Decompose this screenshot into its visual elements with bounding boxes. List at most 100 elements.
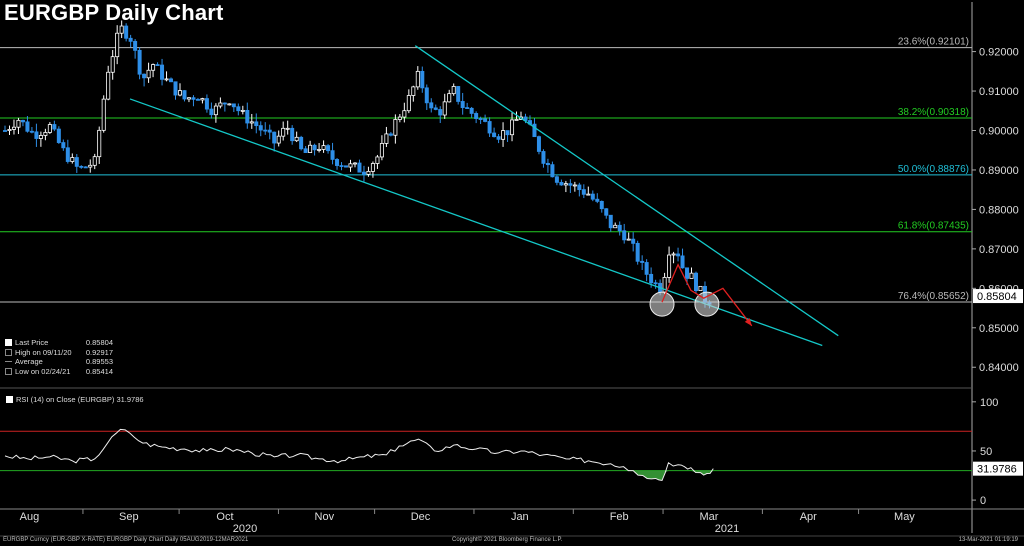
legend-last-price: Last Price 0.85804 — [5, 338, 113, 348]
channel-trendline — [414, 45, 839, 337]
candle-body — [182, 90, 187, 100]
candle-body — [685, 267, 690, 279]
y-tick-label: 0.88000 — [979, 204, 1019, 216]
candle-body — [676, 253, 681, 257]
candle-body — [326, 145, 331, 152]
candle-body — [595, 198, 600, 202]
candle-body — [110, 56, 115, 73]
candle-body — [119, 25, 124, 34]
legend-label: Last Price — [15, 338, 49, 347]
candle-body — [671, 253, 676, 256]
candle-body — [74, 157, 79, 167]
y-tick-label: 0.92000 — [979, 47, 1019, 59]
candle-body — [545, 162, 550, 166]
legend-average: Average 0.89553 — [5, 357, 113, 367]
candle-body — [631, 238, 636, 244]
candle-body — [447, 93, 452, 103]
candle-body — [406, 95, 411, 112]
candle-body — [317, 149, 322, 151]
candle-body — [680, 255, 685, 269]
candle-body — [16, 119, 21, 128]
candle-body — [160, 64, 165, 80]
candle-body — [339, 165, 344, 167]
candle-body — [195, 98, 200, 101]
candle-body — [348, 163, 353, 168]
candle-body — [698, 285, 703, 292]
candle-body — [52, 124, 57, 130]
projection-arrow-path — [661, 263, 753, 327]
fib-level-label: 23.6%(0.92101) — [898, 37, 969, 48]
candle-body — [97, 129, 102, 158]
rsi-header: RSI (14) on Close (EURGBP) 31.9786 — [6, 395, 144, 404]
candle-body — [352, 162, 357, 165]
candle-body — [43, 132, 48, 136]
candle-body — [626, 238, 631, 241]
chart-title: EURGBP Daily Chart — [4, 0, 224, 25]
candle-body — [478, 118, 483, 120]
marked-low-circle — [694, 291, 720, 317]
candle-body — [218, 102, 223, 107]
candle-body — [361, 171, 366, 175]
candle-body — [424, 87, 429, 104]
fib-level-label: 38.2%(0.90318) — [898, 107, 969, 118]
candle-body — [61, 142, 66, 149]
candle-body — [667, 254, 672, 278]
candle-body — [393, 119, 398, 136]
rsi-line — [4, 428, 714, 482]
candle-body — [640, 260, 645, 263]
candle-body — [366, 170, 371, 175]
x-axis: Aug Sep Oct Nov Dec Jan Feb Mar Apr May 2020 2021 — [0, 508, 1024, 537]
candle-body — [236, 106, 241, 112]
candle-body — [689, 272, 694, 279]
candle-body — [137, 49, 142, 75]
candle-body — [34, 131, 39, 139]
marked-low-circle — [649, 291, 675, 317]
fib-level-label: 76.4%(0.85652) — [898, 291, 969, 302]
last-price-label: 0.85804 — [977, 291, 1017, 303]
candle-body — [429, 102, 434, 109]
price-panel: 0.840000.850000.860000.870000.880000.890… — [0, 2, 1023, 533]
candle-body — [438, 109, 443, 116]
y-tick-label: 0.84000 — [979, 362, 1019, 374]
candle-body — [115, 32, 120, 58]
price-legend: Last Price 0.85804 High on 09/11/20 0.92… — [5, 338, 113, 376]
rsi-panel: 0 50 100 31.9786 — [0, 397, 1023, 507]
candle-body — [487, 121, 492, 134]
candle-body — [3, 130, 8, 132]
candle-body — [644, 262, 649, 275]
rsi-y-tick-label: 100 — [980, 397, 998, 409]
candle-body — [191, 97, 196, 100]
candle-body — [649, 273, 654, 284]
candle-body — [496, 136, 501, 140]
candle-body — [303, 148, 308, 153]
candle-body — [617, 224, 622, 232]
candle-body — [492, 132, 497, 138]
x-tick-label: Mar — [699, 511, 718, 523]
candle-body — [56, 128, 61, 143]
candle-body — [164, 78, 169, 81]
candle-body — [514, 119, 519, 121]
candle-body — [586, 193, 591, 196]
x-tick-label: Aug — [20, 511, 40, 523]
x-tick-label: Jan — [511, 511, 529, 523]
legend-high: High on 09/11/20 0.92917 — [5, 348, 113, 358]
candle-body — [411, 86, 416, 96]
candle-body — [505, 130, 510, 136]
candle-body — [474, 113, 479, 119]
x-tick-label: Feb — [610, 511, 629, 523]
legend-label: Low on 02/24/21 — [15, 366, 71, 376]
candle-body — [622, 230, 627, 241]
legend-low: Low on 02/24/21 0.85414 — [5, 367, 113, 377]
candle-body — [590, 193, 595, 200]
candle-body — [397, 116, 402, 120]
candle-body — [133, 40, 138, 51]
rsi-y-tick-label: 50 — [980, 446, 992, 458]
candle-body — [245, 109, 250, 124]
candle-body — [635, 242, 640, 262]
candle-body — [599, 200, 604, 210]
footer: EURGBP Curncy (EUR-GBP X-RATE) EURGBP Da… — [0, 536, 1024, 546]
candle-body — [563, 183, 568, 186]
candle-body — [47, 124, 52, 133]
candle-body — [536, 136, 541, 152]
candle-body — [541, 151, 546, 164]
